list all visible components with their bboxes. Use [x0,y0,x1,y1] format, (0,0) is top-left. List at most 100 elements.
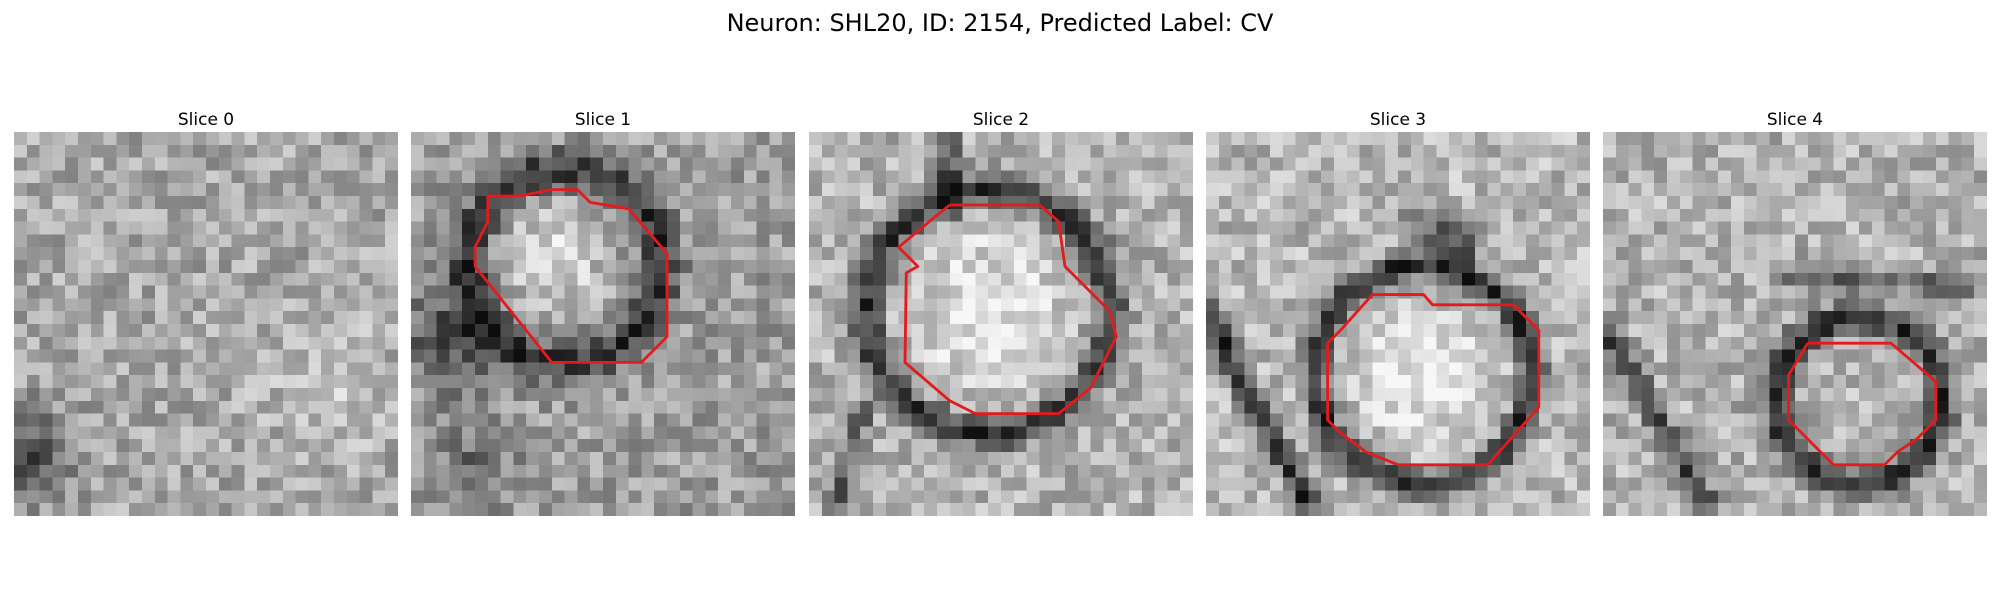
pixel [1705,388,1719,402]
pixel [193,439,207,453]
pixel [539,375,553,389]
pixel [206,157,220,171]
pixel [1935,260,1949,274]
pixel [231,324,245,338]
pixel [1526,272,1540,286]
pixel [500,439,514,453]
pixel [39,234,53,248]
pixel [1743,285,1757,299]
pixel [513,170,527,184]
pixel [1526,349,1540,363]
pixel [1257,247,1271,261]
pixel [1013,132,1027,146]
pixel [551,247,565,261]
pixel [860,170,874,184]
pixel [949,285,963,299]
pixel [1641,452,1655,466]
pixel [218,388,232,402]
pixel [193,503,207,516]
pixel [206,260,220,274]
pixel [231,272,245,286]
pixel [1551,413,1565,427]
pixel [1487,170,1501,184]
pixel [577,477,591,491]
pixel [1282,208,1296,222]
pixel [244,272,258,286]
pixel [1410,452,1424,466]
pixel [1103,221,1117,235]
pixel [1884,260,1898,274]
pixel [1436,362,1450,376]
pixel [1654,362,1668,376]
pixel [65,157,79,171]
pixel [116,336,130,350]
pixel [90,298,104,312]
pixel [949,144,963,158]
pixel [847,234,861,248]
pixel [911,400,925,414]
pixel [705,157,719,171]
pixel [231,336,245,350]
pixel [90,285,104,299]
pixel [1295,349,1309,363]
pixel [1718,221,1732,235]
pixel [129,285,143,299]
pixel [359,272,373,286]
pixel [1667,349,1681,363]
pixel [1615,157,1629,171]
pixel [590,157,604,171]
pixel [1141,336,1155,350]
pixel [1487,272,1501,286]
pixel [334,311,348,325]
pixel [988,388,1002,402]
pixel [1705,234,1719,248]
pixel [487,464,501,478]
pixel [705,439,719,453]
pixel [1116,388,1130,402]
pixel [1372,413,1386,427]
pixel [1718,426,1732,440]
pixel [1282,170,1296,184]
pixel [705,208,719,222]
pixel [1282,157,1296,171]
pixel [1013,272,1027,286]
pixel [1295,503,1309,516]
pixel [1206,170,1220,184]
pixel [1231,221,1245,235]
pixel [346,388,360,402]
pixel [782,477,795,491]
pixel [1743,413,1757,427]
pixel [975,503,989,516]
pixel [193,208,207,222]
pixel [590,413,604,427]
pixel [1090,311,1104,325]
pixel [26,426,40,440]
pixel [436,336,450,350]
pixel [1692,183,1706,197]
pixel [142,426,156,440]
pixel [924,285,938,299]
pixel [1487,400,1501,414]
pixel [1603,439,1617,453]
pixel [14,196,28,210]
pixel [180,349,194,363]
pixel [539,170,553,184]
pixel [231,260,245,274]
pixel [937,375,951,389]
pixel [52,490,66,504]
pixel [834,375,848,389]
pixel [975,400,989,414]
pixel [1897,298,1911,312]
pixel [90,490,104,504]
pixel [206,144,220,158]
pixel [603,375,617,389]
pixel [1820,157,1834,171]
pixel [1141,503,1155,516]
pixel [1538,132,1552,146]
pixel [975,208,989,222]
pixel [1334,311,1348,325]
pixel [860,464,874,478]
pixel [873,311,887,325]
pixel [1692,336,1706,350]
pixel [1090,503,1104,516]
